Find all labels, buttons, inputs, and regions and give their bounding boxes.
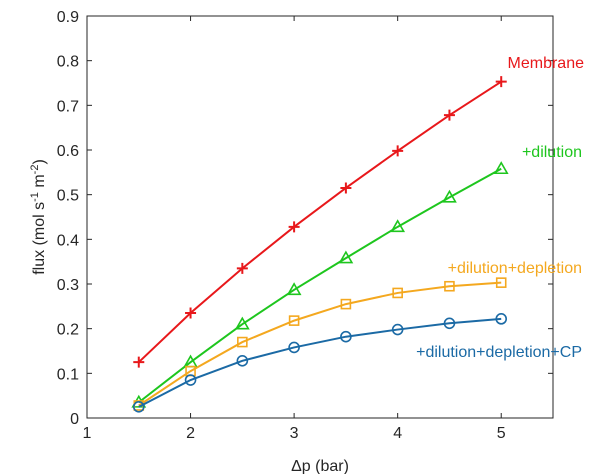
data-point (234, 316, 250, 330)
y-tick-label: 0.6 (57, 143, 79, 160)
data-point (237, 336, 248, 348)
x-tick-label: 5 (497, 425, 506, 442)
data-point (340, 182, 352, 194)
x-tick-label: 2 (186, 425, 195, 442)
y-tick-label: 0 (70, 411, 79, 428)
x-tick-label: 3 (290, 425, 299, 442)
data-point (286, 282, 302, 296)
data-point (340, 330, 352, 343)
series-line (138, 80, 502, 363)
data-point (288, 221, 300, 233)
data-point (133, 356, 145, 368)
data-point (185, 307, 197, 319)
series-1 (131, 161, 509, 408)
y-axis-label-main: flux (mol s (31, 202, 48, 275)
data-point (236, 262, 248, 274)
data-point (495, 313, 508, 325)
data-point (338, 250, 354, 264)
y-tick-label: 0.5 (57, 188, 79, 205)
data-point (442, 189, 457, 203)
data-point (132, 401, 145, 413)
series-label-0: Membrane (508, 55, 585, 72)
y-axis-label-mid: m (31, 174, 48, 192)
data-point (495, 277, 507, 288)
series-line (138, 167, 502, 404)
ticks: 1 2 3 4 5 0 0.1 0.2 0.3 0.4 0.5 0.6 0.7 0.8 0.9 (57, 9, 553, 442)
y-axis-label-sup1: -1 (29, 192, 41, 202)
x-tick-label: 4 (393, 425, 402, 442)
data-point (443, 109, 455, 121)
data-point (184, 374, 197, 386)
series-label-3: +dilution+depletion+CP (416, 344, 582, 361)
data-point (392, 287, 403, 299)
data-point (288, 315, 300, 326)
series (131, 76, 509, 413)
y-tick-label: 0.8 (57, 54, 79, 71)
y-axis-label-end: ) (31, 159, 48, 164)
y-tick-label: 0.4 (57, 232, 79, 249)
series-labels: Membrane +dilution +dilution+depletion +dil… (416, 55, 584, 361)
series-line (138, 281, 502, 407)
data-point (288, 341, 300, 354)
plot-frame (86, 15, 554, 419)
data-point (444, 280, 455, 292)
y-tick-label: 0.3 (57, 277, 79, 294)
series-label-1: +dilution (522, 144, 582, 161)
data-point (493, 161, 509, 175)
data-point (391, 323, 404, 336)
y-tick-label: 0.7 (57, 98, 79, 115)
series-label-2: +dilution+depletion (448, 260, 582, 277)
series-line (138, 317, 502, 408)
data-point (392, 145, 404, 157)
y-tick-label: 0.1 (57, 366, 79, 383)
y-tick-label: 0.2 (57, 322, 79, 339)
y-axis-label: flux (mol s-1 m-2) (29, 159, 48, 275)
x-axis-label: Δp (bar) (291, 458, 349, 474)
series-0 (133, 76, 507, 368)
axes-box (86, 15, 554, 419)
data-point (340, 298, 352, 310)
y-tick-label: 0.9 (57, 9, 79, 26)
data-point (236, 355, 249, 367)
series-3 (132, 313, 508, 413)
y-axis-label-sup2: -2 (29, 165, 41, 175)
data-point (390, 219, 406, 233)
data-point (495, 76, 507, 88)
x-tick-label: 1 (83, 425, 92, 442)
data-point (443, 317, 456, 330)
